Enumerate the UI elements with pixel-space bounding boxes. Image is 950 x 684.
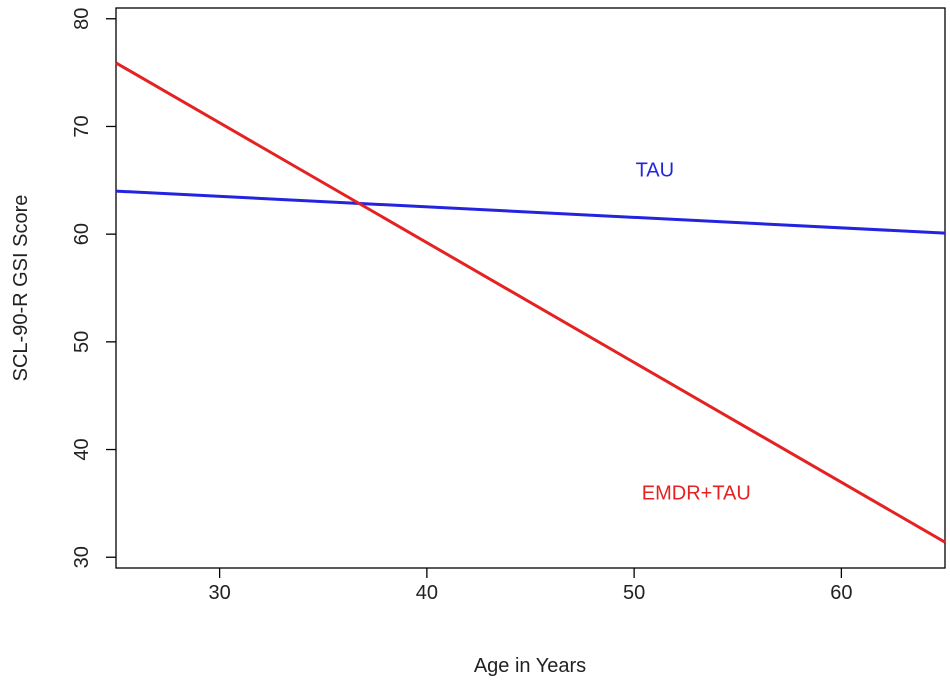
series-line-emdr-tau bbox=[115, 61, 946, 544]
y-tick-label: 30 bbox=[71, 546, 93, 568]
series-lines bbox=[115, 61, 946, 544]
series-labels: TAU EMDR+TAU bbox=[636, 160, 751, 505]
x-tick-label: 30 bbox=[209, 582, 231, 604]
series-line-tau bbox=[115, 189, 946, 235]
y-tick-label: 50 bbox=[71, 331, 93, 353]
x-axis-title: Age in Years bbox=[474, 655, 586, 677]
x-axis: 30 40 50 60 bbox=[209, 568, 853, 604]
y-tick-label: 60 bbox=[71, 223, 93, 245]
y-tick-label: 40 bbox=[71, 438, 93, 460]
plot-frame bbox=[115, 7, 946, 569]
y-axis-title: SCL-90-R GSI Score bbox=[10, 195, 32, 382]
y-tick-label: 80 bbox=[71, 8, 93, 30]
series-label-emdr-tau: EMDR+TAU bbox=[642, 483, 751, 505]
x-tick-label: 60 bbox=[830, 582, 852, 604]
y-tick-label: 70 bbox=[71, 115, 93, 137]
y-axis: 30 40 50 60 70 80 bbox=[71, 8, 116, 568]
series-label-tau: TAU bbox=[636, 160, 675, 182]
x-tick-label: 40 bbox=[416, 582, 438, 604]
x-tick-label: 50 bbox=[623, 582, 645, 604]
